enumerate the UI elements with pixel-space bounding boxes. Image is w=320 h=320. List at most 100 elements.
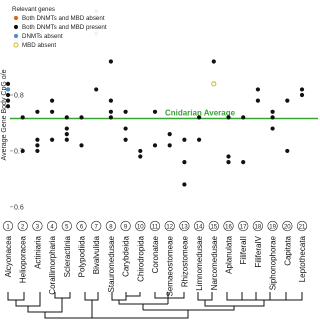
- number-circle: [2, 220, 14, 232]
- category-number: 10: [137, 225, 144, 231]
- data-point: [108, 59, 113, 64]
- number-circle: [208, 220, 219, 232]
- category-label: Scleractinia: [63, 235, 72, 277]
- legend-marker: [13, 33, 19, 39]
- category-label: Alcyonacea: [4, 235, 13, 277]
- category-number: 19: [269, 225, 276, 231]
- number-circle: [267, 220, 278, 232]
- number-circle: [76, 220, 87, 232]
- number-circle: [194, 220, 205, 232]
- data-point: [50, 98, 55, 103]
- data-point: [64, 137, 69, 142]
- data-point: [5, 98, 11, 103]
- data-point: [20, 115, 25, 120]
- data-point: [197, 115, 202, 120]
- number-circle: [17, 220, 28, 232]
- category-label: Aplanulata: [225, 235, 234, 273]
- data-point: [108, 109, 113, 114]
- data-point: [35, 148, 40, 154]
- category-number: 17: [240, 225, 247, 231]
- category-label: Limnomedusae: [195, 235, 204, 290]
- number-circle: [164, 220, 175, 232]
- category-label: Leptothecata: [298, 235, 307, 282]
- phylogeny-tree: [7, 292, 303, 319]
- data-point: [138, 154, 143, 159]
- data-point: [108, 115, 113, 120]
- category-number: 16: [225, 225, 232, 231]
- legend-marker: [13, 24, 19, 30]
- category-label: Corallimorpharia: [48, 235, 57, 294]
- data-point: [152, 109, 158, 114]
- data-point: [5, 104, 11, 109]
- data-point: [226, 160, 231, 165]
- data-point: [64, 126, 69, 131]
- category-label: FiliferaII: [239, 236, 248, 264]
- data-point: [270, 109, 275, 114]
- number-circle: [296, 220, 308, 232]
- data-point: [270, 115, 275, 120]
- data-point: [167, 132, 172, 137]
- data-point: [94, 87, 99, 92]
- legend-label: MBD absent: [22, 42, 56, 49]
- category-label: Siphonophorae: [269, 235, 278, 290]
- data-point: [241, 160, 246, 165]
- data-point: [299, 92, 305, 98]
- number-circle: [105, 220, 116, 232]
- y-axis-label: Average Gene Body CpG o/e: [1, 69, 8, 160]
- data-point: [197, 137, 202, 142]
- category-number: 3: [36, 225, 40, 231]
- legend-marker: [13, 15, 19, 21]
- data-point: [138, 148, 143, 154]
- data-point: [50, 109, 55, 114]
- data-point: [285, 148, 290, 154]
- data-point: [35, 109, 40, 114]
- category-number: 15: [210, 225, 217, 231]
- data-point: [270, 126, 275, 131]
- data-point: [20, 148, 25, 154]
- category-number: 18: [255, 225, 262, 231]
- y-tick-label: 0.7: [14, 148, 24, 155]
- number-circle: [91, 220, 102, 232]
- data-point: [108, 98, 113, 103]
- number-circle: [61, 220, 72, 232]
- data-point: [64, 115, 69, 120]
- category-number: 13: [181, 225, 188, 231]
- data-point: [35, 143, 40, 148]
- category-label: Capitata: [283, 235, 292, 265]
- category-label: Polypodiida: [78, 235, 87, 277]
- data-point: [182, 182, 187, 187]
- category-number: 14: [196, 225, 203, 231]
- data-point: [255, 98, 260, 103]
- category-number: 11: [152, 225, 159, 231]
- number-circle: [282, 220, 293, 232]
- number-circle: [223, 220, 234, 232]
- category-label: Helioporacea: [19, 235, 28, 283]
- category-number: 4: [50, 225, 54, 231]
- data-point: [182, 160, 187, 165]
- legend-box: [10, 4, 102, 54]
- category-number: 9: [124, 225, 128, 231]
- category-number: 6: [80, 225, 84, 231]
- category-number: 8: [109, 225, 113, 231]
- data-point: [152, 143, 158, 148]
- category-label: Stauromedusae: [107, 235, 116, 292]
- category-number: 7: [95, 225, 99, 231]
- data-point: [5, 92, 11, 98]
- number-circle: [120, 220, 131, 232]
- category-label: Chirodropida: [136, 235, 145, 281]
- number-circle: [179, 220, 190, 232]
- number-circle: [32, 220, 43, 232]
- legend-label: Both DNMTs and MBD absent: [22, 15, 105, 22]
- legend-label: Both DNMTs and MBD present: [22, 24, 107, 31]
- category-label: Semaeostomeae: [166, 235, 175, 296]
- category-number: 1: [6, 225, 10, 231]
- category-number: 2: [21, 225, 25, 231]
- category-label: Narcomedusae: [210, 235, 219, 290]
- category-label: Coronatae: [151, 235, 160, 273]
- y-tick-label: 0.6: [14, 204, 24, 211]
- category-label: Rhizostomeae: [180, 235, 189, 287]
- number-circle: [238, 220, 249, 232]
- data-point: [285, 98, 290, 103]
- data-point: [123, 137, 128, 142]
- legend-marker: [13, 42, 19, 48]
